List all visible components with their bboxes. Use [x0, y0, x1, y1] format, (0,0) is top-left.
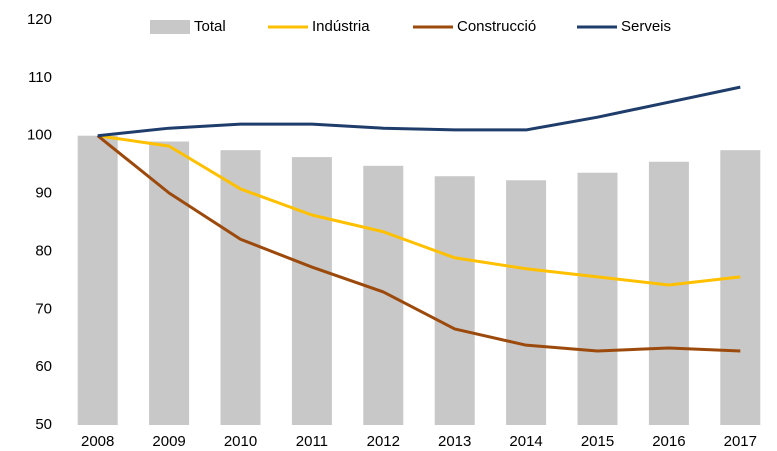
y-tick-label: 100 — [27, 127, 52, 144]
legend-label: Construcció — [457, 18, 536, 35]
bar — [220, 150, 261, 425]
x-tick-label: 2017 — [724, 433, 757, 450]
bar — [577, 172, 618, 425]
line — [96, 134, 741, 353]
bar — [77, 135, 118, 425]
y-tick-label: 60 — [35, 358, 52, 375]
x-tick-label: 2014 — [509, 433, 542, 450]
x-tick-label: 2010 — [224, 433, 257, 450]
legend-label: Serveis — [621, 18, 671, 35]
y-tick-label: 120 — [27, 11, 52, 28]
y-tick-label: 70 — [35, 300, 52, 317]
y-tick-label: 50 — [35, 416, 52, 433]
y-tick-label: 110 — [28, 69, 52, 86]
x-tick-label: 2008 — [81, 433, 114, 450]
bar — [363, 165, 404, 426]
legend-label: Total — [194, 18, 226, 35]
bar — [434, 176, 475, 425]
bar — [291, 157, 332, 425]
legend-swatch — [150, 20, 190, 34]
bar — [720, 150, 761, 425]
bar — [149, 141, 190, 425]
legend-label: Indústria — [312, 18, 370, 35]
x-tick-label: 2015 — [581, 433, 614, 450]
x-tick-label: 2011 — [296, 433, 328, 450]
bar — [648, 161, 689, 425]
bar — [506, 180, 547, 425]
y-tick-label: 90 — [35, 185, 52, 202]
line — [97, 85, 741, 138]
x-tick-label: 2012 — [367, 433, 400, 450]
x-tick-label: 2009 — [152, 433, 185, 450]
x-tick-label: 2016 — [652, 433, 685, 450]
x-tick-label: 2013 — [438, 433, 471, 450]
line — [97, 134, 741, 287]
y-tick-label: 80 — [35, 242, 52, 259]
